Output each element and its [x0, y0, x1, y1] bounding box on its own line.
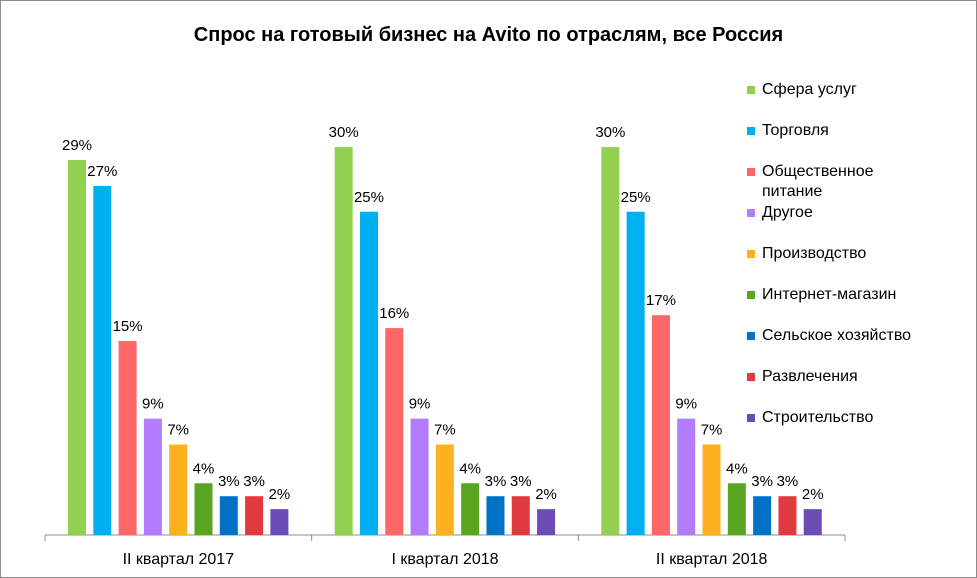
bar [651, 315, 670, 535]
data-label: 27% [87, 163, 117, 180]
legend-swatch [747, 373, 755, 381]
bar [93, 185, 112, 535]
legend-swatch [747, 168, 755, 176]
data-label: 7% [167, 421, 189, 438]
data-label: 3% [218, 473, 240, 490]
bar [626, 211, 645, 535]
bar [461, 483, 480, 535]
bar [143, 418, 162, 535]
bar [702, 444, 721, 535]
data-label: 7% [701, 421, 723, 438]
data-label: 15% [113, 318, 143, 335]
data-label: 16% [379, 305, 409, 322]
legend-label: Развлечения [762, 368, 858, 385]
legend-item: Интернет-магазин [747, 285, 896, 305]
legend-swatch [747, 209, 755, 217]
legend-item: Развлечения [747, 367, 858, 387]
legend-swatch [747, 332, 755, 340]
legend-item: Строительство [747, 408, 873, 428]
bar [245, 496, 264, 535]
legend: Сфера услуг Торговля Общественное питание Д… [747, 0, 977, 578]
x-tick-label: I квартал 2018 [391, 551, 498, 568]
data-label: 4% [726, 460, 748, 477]
data-label: 17% [646, 292, 676, 309]
legend-item: Другое [747, 203, 813, 223]
legend-label: Строительство [762, 409, 874, 426]
data-label: 29% [62, 137, 92, 154]
x-tick-label: II квартал 2018 [656, 551, 768, 568]
bar [753, 496, 772, 535]
legend-label: Другое [762, 204, 813, 221]
legend-swatch [747, 414, 755, 422]
data-label: 4% [459, 460, 481, 477]
data-label: 9% [675, 396, 697, 413]
bar [194, 483, 213, 535]
bar [601, 147, 620, 535]
legend-label: Сельское хозяйство [762, 327, 912, 344]
legend-label: Общественное питание [762, 163, 874, 200]
data-label: 2% [535, 486, 557, 503]
legend-label: Торговля [762, 122, 829, 139]
bar [68, 160, 86, 535]
bar [537, 509, 556, 535]
legend-swatch [747, 127, 755, 135]
data-label: 30% [595, 124, 625, 141]
legend-label: Производство [762, 245, 867, 262]
bar [435, 444, 454, 535]
bar [385, 328, 404, 535]
legend-item: Сельское хозяйство [747, 326, 911, 346]
data-label: 9% [142, 396, 164, 413]
data-label: 3% [485, 473, 507, 490]
data-label: 3% [510, 473, 532, 490]
bar [118, 341, 137, 535]
data-label: 4% [193, 460, 215, 477]
data-label: 2% [269, 486, 291, 503]
bar [169, 444, 188, 535]
legend-label: Интернет-магазин [762, 286, 897, 303]
data-label: 2% [802, 486, 824, 503]
bar [803, 509, 822, 535]
legend-item: Сфера услуг [747, 80, 857, 100]
legend-item: Производство [747, 244, 866, 264]
data-label: 25% [621, 189, 651, 206]
bar [359, 211, 378, 535]
legend-swatch [747, 291, 755, 299]
data-label: 3% [243, 473, 265, 490]
data-label: 3% [751, 473, 773, 490]
data-label: 25% [354, 189, 384, 206]
legend-label: Сфера услуг [762, 81, 857, 98]
bar [219, 496, 238, 535]
bar [334, 147, 353, 535]
data-label: 3% [777, 473, 799, 490]
legend-swatch [747, 250, 755, 258]
bar [778, 496, 797, 535]
legend-item: Общественное питание [747, 162, 902, 202]
legend-item: Торговля [747, 121, 829, 141]
bar [677, 418, 696, 535]
bar [410, 418, 429, 535]
bar [511, 496, 530, 535]
data-label: 7% [434, 421, 456, 438]
x-tick-label: II квартал 2017 [123, 551, 235, 568]
data-label: 9% [409, 396, 431, 413]
chart-title: Спрос на готовый бизнес на Avito по отра… [193, 24, 784, 46]
legend-swatch [747, 86, 755, 94]
bar [486, 496, 505, 535]
bar [270, 509, 289, 535]
data-label: 30% [329, 124, 359, 141]
bar [727, 483, 746, 535]
